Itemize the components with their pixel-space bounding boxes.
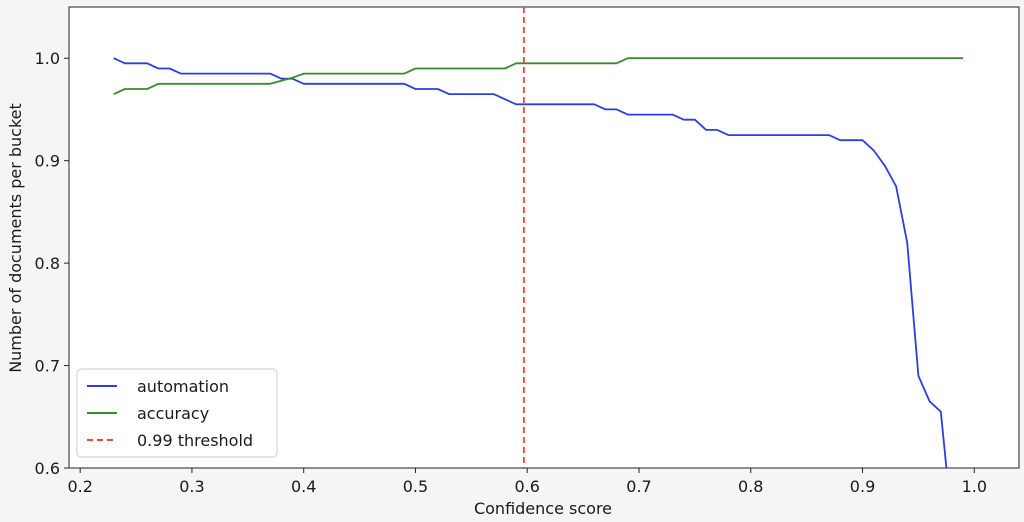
x-tick-label: 0.9 (850, 477, 875, 496)
series-line-accuracy (113, 57, 964, 95)
y-tick-label: 0.8 (35, 254, 60, 273)
y-axis-title: Number of documents per bucket (6, 103, 25, 373)
series-line-automation (113, 57, 948, 468)
x-axis-title: Confidence score (474, 499, 612, 518)
legend-label-automation: automation (137, 377, 229, 396)
legend-frame (76, 368, 278, 458)
legend-label-threshold: 0.99 threshold (137, 431, 253, 450)
legend: automation accuracy 0.99 threshold (76, 368, 278, 458)
x-tick-label: 0.2 (67, 477, 92, 496)
x-tick-label: 0.4 (291, 477, 316, 496)
y-tick-label: 1.0 (35, 49, 60, 68)
legend-label-accuracy: accuracy (137, 404, 209, 423)
y-tick-label: 0.9 (35, 152, 60, 171)
series-layer (113, 57, 964, 468)
x-tick-label: 0.5 (403, 477, 428, 496)
x-tick-label: 0.3 (179, 477, 204, 496)
x-tick-label: 0.6 (515, 477, 540, 496)
y-tick-label: 0.7 (35, 357, 60, 376)
ticks-layer: 0.2 0.3 0.4 0.5 0.6 0.7 0.8 0.9 1.0 0.6 0.7 0.8 0.9 1… (35, 49, 987, 496)
x-tick-label: 0.7 (626, 477, 651, 496)
x-tick-label: 1.0 (962, 477, 987, 496)
y-tick-label: 0.6 (35, 459, 60, 478)
x-tick-label: 0.8 (738, 477, 763, 496)
